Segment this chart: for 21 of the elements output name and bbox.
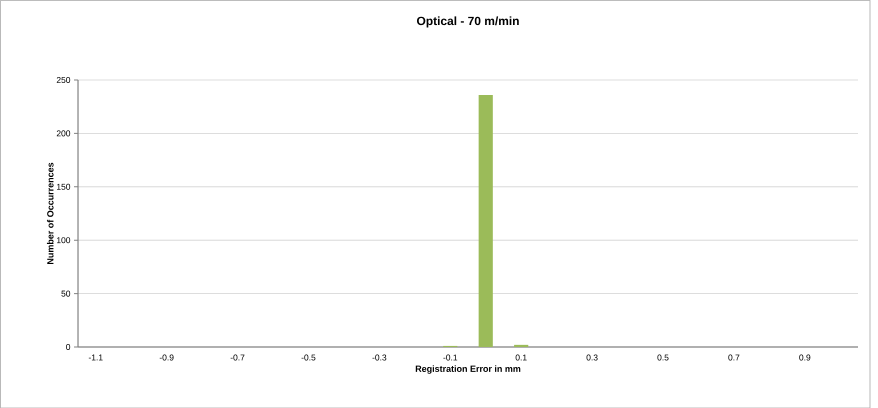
x-tick-label: 0.7: [728, 354, 740, 360]
x-tick-label: -1.1: [88, 354, 103, 360]
y-tick-label: 0: [66, 344, 70, 350]
y-tick-label: 150: [57, 184, 70, 190]
y-tick-label: 50: [61, 290, 70, 296]
x-tick-label: -0.5: [302, 354, 316, 360]
x-tick-label: -0.3: [372, 354, 386, 360]
x-tick-label: 0.1: [516, 354, 527, 360]
y-tick-label: 250: [56, 76, 70, 83]
x-tick-label: -0.1: [443, 354, 458, 360]
x-tick-label: 0.5: [657, 354, 669, 360]
bar: [478, 94, 493, 347]
x-tick-label: -0.7: [230, 354, 244, 360]
x-axis-title: Registration Error in mm: [416, 365, 520, 374]
y-axis-title: Number of Occurrences: [46, 162, 54, 264]
x-tick-label: 0.3: [586, 354, 598, 360]
x-tick-label: -0.9: [160, 354, 174, 360]
y-tick-label: 100: [57, 237, 70, 243]
chart-title: Optical - 70 m/min: [417, 16, 519, 28]
y-tick-label: 200: [56, 130, 70, 136]
x-tick-label: 0.9: [799, 354, 810, 360]
